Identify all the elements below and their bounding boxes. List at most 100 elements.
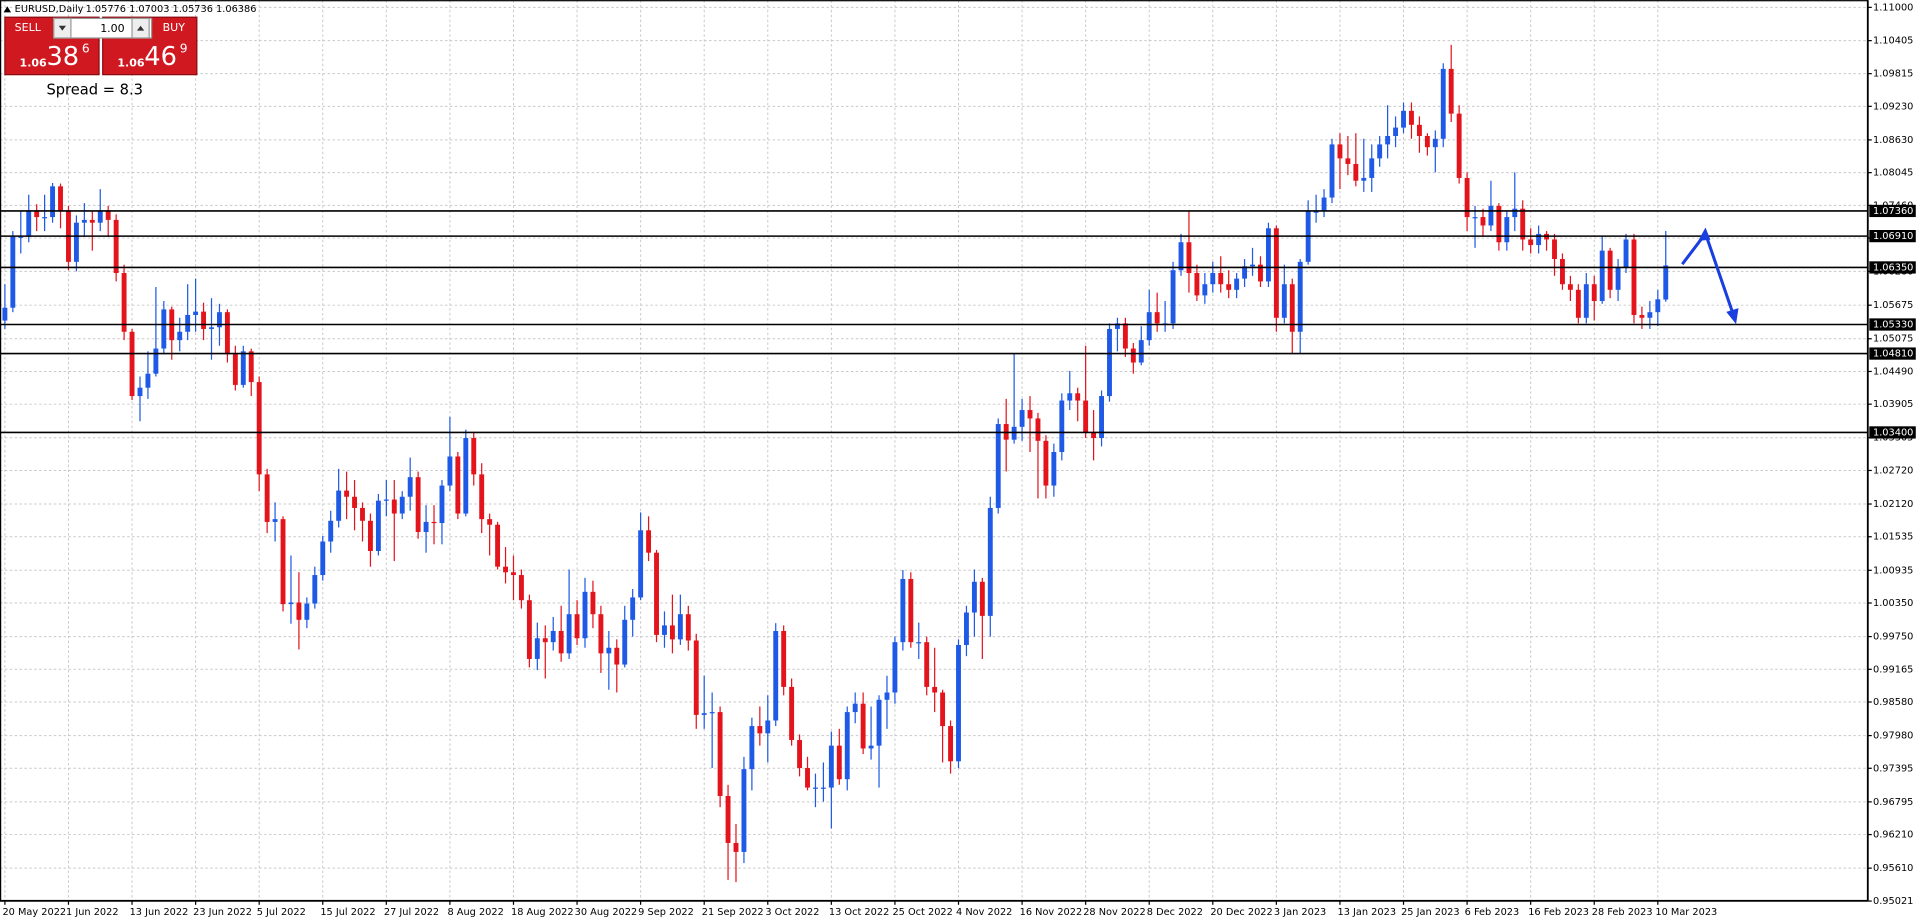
level-label-box — [1869, 230, 1916, 243]
candle-body — [534, 638, 540, 659]
candle-body — [1496, 205, 1502, 243]
candle-body — [789, 686, 795, 741]
x-tick-label: 3 Jan 2023 — [1274, 907, 1326, 918]
y-tick-label: 0.95610 — [1873, 863, 1913, 874]
candle-body — [1289, 284, 1295, 332]
candle-body — [948, 726, 953, 762]
y-tick-label: 1.01535 — [1873, 532, 1913, 543]
candle-body — [479, 474, 485, 520]
candle-body — [757, 726, 763, 734]
candle-body — [574, 614, 580, 639]
sell-price-big: 1.06 — [20, 57, 47, 70]
candle-body — [916, 642, 922, 644]
trade-panel: SELL BUY 1.00 1.06 38 6 1.06 46 9 Spread… — [4, 16, 198, 99]
up-icon — [136, 25, 145, 31]
spread: Spread = 8.3 — [46, 82, 143, 99]
candle-body — [1210, 273, 1216, 285]
lot-value[interactable]: 1.00 — [100, 22, 125, 35]
candle-body — [217, 312, 222, 328]
candle-body — [725, 795, 731, 843]
sell-button[interactable]: SELL — [15, 21, 42, 34]
candle-body — [1218, 273, 1224, 285]
candle-body — [1170, 270, 1176, 324]
candle-body — [964, 612, 969, 645]
candle-body — [1273, 228, 1279, 318]
candle-body — [34, 211, 40, 218]
candle-body — [320, 541, 326, 576]
candle-body — [868, 745, 874, 749]
candle-body — [344, 490, 350, 497]
y-tick-label: 0.95021 — [1873, 896, 1913, 907]
candle-body — [662, 625, 667, 635]
candle-body — [185, 314, 191, 332]
candle-body — [304, 603, 310, 620]
buy-button[interactable]: BUY — [163, 21, 186, 34]
y-tick-label: 0.96795 — [1873, 797, 1913, 808]
candle-body — [1154, 312, 1160, 324]
candle-body — [598, 614, 604, 654]
candle-body — [1377, 144, 1383, 159]
level-label-box — [1869, 347, 1916, 360]
candle-body — [924, 642, 930, 687]
candle-body — [979, 581, 985, 616]
candle-body — [1345, 158, 1351, 164]
y-tick-label: 1.09230 — [1873, 101, 1913, 112]
x-tick-label: 25 Oct 2022 — [892, 907, 952, 918]
forecast-arrow — [1681, 227, 1739, 325]
candle-body — [614, 647, 620, 665]
x-tick-label: 20 May 2022 — [2, 907, 66, 918]
candle-body — [1528, 239, 1534, 246]
level-label: 1.07360 — [1873, 206, 1913, 217]
x-tick-label: 13 Oct 2022 — [829, 907, 889, 918]
candle-body — [669, 625, 675, 640]
y-tick-label: 0.99165 — [1873, 664, 1913, 675]
candle-body — [1019, 410, 1025, 427]
candle-body — [765, 720, 771, 734]
candle-body — [805, 768, 810, 788]
candle-body — [1067, 393, 1073, 401]
candle-body — [1043, 440, 1049, 486]
x-tick-label: 25 Jan 2023 — [1401, 907, 1460, 918]
candle-body — [1591, 284, 1597, 301]
x-tick-label: 6 Feb 2023 — [1465, 907, 1520, 918]
candle-body — [1536, 233, 1542, 246]
candle-body — [42, 217, 48, 219]
candle-body — [1385, 135, 1391, 145]
candle-body — [1567, 284, 1573, 290]
candle-body — [542, 638, 548, 643]
buy-price-pips: 46 — [144, 42, 177, 72]
level-label-box — [1869, 204, 1916, 218]
symbol: EURUSD,Daily — [15, 4, 84, 15]
candle-body — [272, 519, 278, 522]
candle-body — [1639, 314, 1645, 318]
candle-body — [828, 745, 834, 788]
candle-body — [50, 186, 56, 218]
candle-body — [1424, 135, 1430, 148]
candle-body — [73, 222, 79, 262]
candle-body — [908, 578, 914, 643]
candle-body — [1623, 239, 1629, 268]
candle-body — [463, 438, 469, 514]
candle-body — [1146, 312, 1152, 341]
candle-body — [971, 581, 977, 613]
candle-body — [558, 630, 564, 654]
x-tick-label: 27 Jul 2022 — [384, 907, 439, 918]
candle-body — [1631, 239, 1637, 315]
candle-body — [1313, 211, 1319, 213]
candle-body — [145, 373, 151, 388]
y-tick-label: 1.00350 — [1873, 598, 1913, 609]
candle-body — [391, 499, 397, 514]
candle-body — [161, 309, 167, 349]
candle-body — [781, 630, 787, 687]
x-tick-label: 4 Nov 2022 — [956, 907, 1012, 918]
candle-body — [113, 219, 119, 274]
candle-body — [860, 703, 866, 749]
candle-body — [940, 692, 946, 727]
candle-body — [81, 219, 87, 223]
candle-body — [296, 602, 302, 620]
candle-body — [1114, 323, 1120, 329]
candle-body — [1369, 158, 1375, 178]
candle-body — [693, 640, 699, 715]
